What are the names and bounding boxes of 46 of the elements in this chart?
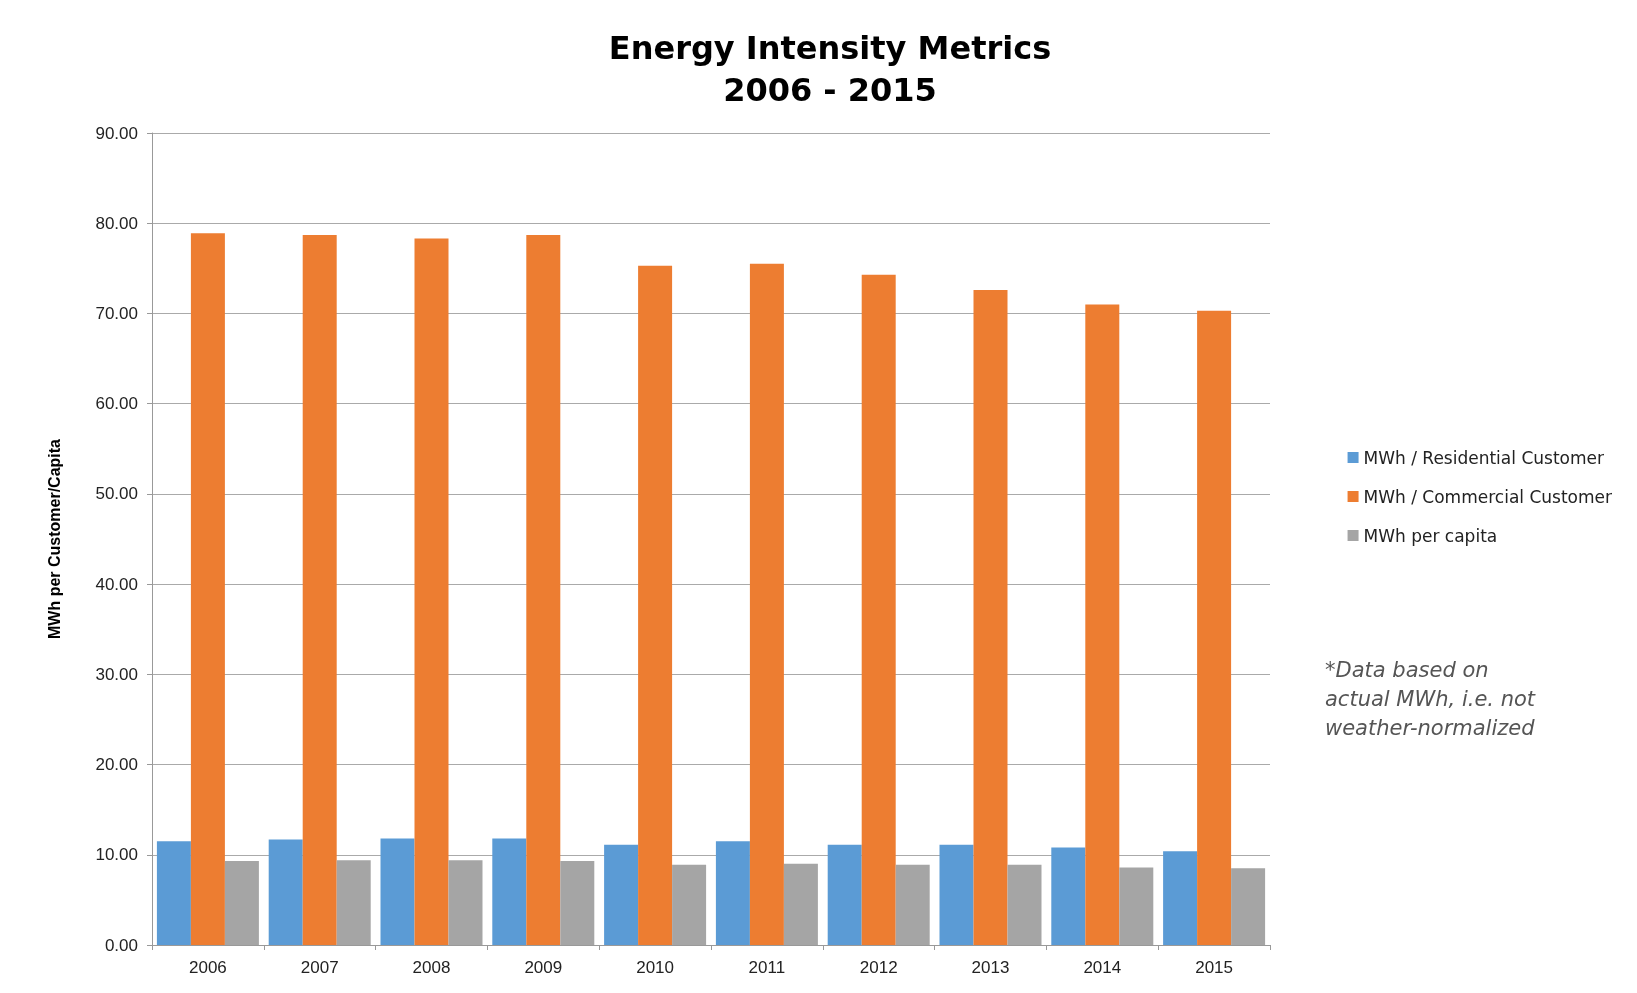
x-tick-label: 2011 bbox=[748, 958, 786, 977]
x-tick-label: 2008 bbox=[412, 958, 451, 977]
bar bbox=[715, 841, 750, 945]
legend-label: MWh per capita bbox=[1363, 525, 1498, 546]
y-tick-label: 80.00 bbox=[95, 213, 138, 233]
bar bbox=[492, 838, 527, 945]
x-tick-label: 2014 bbox=[1083, 958, 1122, 977]
y-tick-label: 70.00 bbox=[95, 303, 138, 323]
x-tick-label: 2010 bbox=[636, 958, 675, 977]
bar bbox=[1085, 304, 1120, 945]
y-tick-label: 40.00 bbox=[95, 574, 138, 594]
bar bbox=[268, 839, 303, 945]
bar bbox=[749, 263, 784, 945]
bar bbox=[414, 238, 449, 945]
bar bbox=[1197, 310, 1232, 945]
bar bbox=[939, 844, 974, 945]
bar bbox=[156, 841, 191, 945]
bar bbox=[1163, 851, 1198, 945]
x-tick-label: 2007 bbox=[300, 958, 339, 977]
legend-label: MWh / Commercial Customer bbox=[1363, 486, 1613, 507]
bar bbox=[638, 265, 673, 945]
bar bbox=[827, 844, 862, 945]
x-tick-label: 2012 bbox=[859, 958, 898, 977]
text: *Data based on actual MWh, i.e. not weather-normalized bbox=[1325, 657, 1536, 740]
y-tick-label: 50.00 bbox=[95, 484, 138, 504]
y-tick-label: 0.00 bbox=[104, 935, 138, 955]
bar bbox=[604, 844, 639, 945]
y-tick-label: 10.00 bbox=[95, 845, 138, 865]
y-tick-label: 60.00 bbox=[95, 394, 138, 414]
y-tick-label: 20.00 bbox=[95, 755, 138, 775]
y-tick-label: 90.00 bbox=[95, 123, 138, 143]
bar bbox=[526, 234, 561, 945]
x-tick-label: 2006 bbox=[188, 958, 227, 977]
bar bbox=[1051, 847, 1086, 945]
y-tick-label: 30.00 bbox=[95, 664, 138, 684]
chart-title: Energy Intensity Metrics 2006 - 2015 bbox=[608, 29, 1052, 109]
bar bbox=[190, 233, 225, 945]
bar bbox=[861, 274, 896, 945]
legend-label: MWh / Residential Customer bbox=[1363, 447, 1604, 468]
x-tick-label: 2009 bbox=[524, 958, 563, 977]
bar bbox=[380, 838, 415, 945]
x-tick-label: 2015 bbox=[1195, 958, 1234, 977]
x-tick-label: 2013 bbox=[971, 958, 1010, 977]
bar bbox=[973, 289, 1008, 945]
bar bbox=[302, 234, 337, 945]
y-axis-title: MWh per Customer/Capita bbox=[45, 438, 63, 640]
